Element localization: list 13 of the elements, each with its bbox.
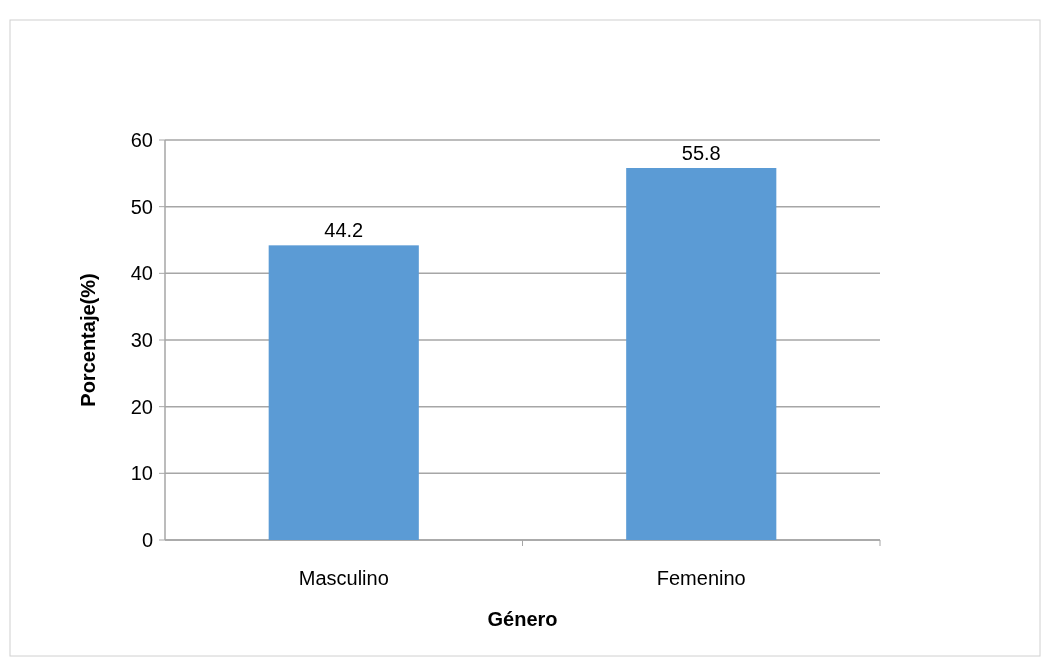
y-tick-label: 20 [130, 395, 153, 418]
x-tick-label: Masculino [298, 567, 389, 589]
y-tick-label: 40 [130, 262, 153, 285]
data-label: 55.8 [681, 142, 721, 164]
y-tick-label: 10 [130, 462, 153, 485]
y-axis-title: Porcentaje(%) [77, 273, 99, 407]
y-tick-label: 50 [130, 195, 153, 218]
y-tick-label: 0 [141, 529, 153, 551]
x-tick-label: Femenino [656, 567, 746, 589]
y-tick-label: 30 [130, 329, 153, 351]
data-label: 44.2 [324, 219, 364, 242]
x-axis-title: Género [487, 608, 558, 630]
y-tick-label: 60 [130, 129, 153, 151]
